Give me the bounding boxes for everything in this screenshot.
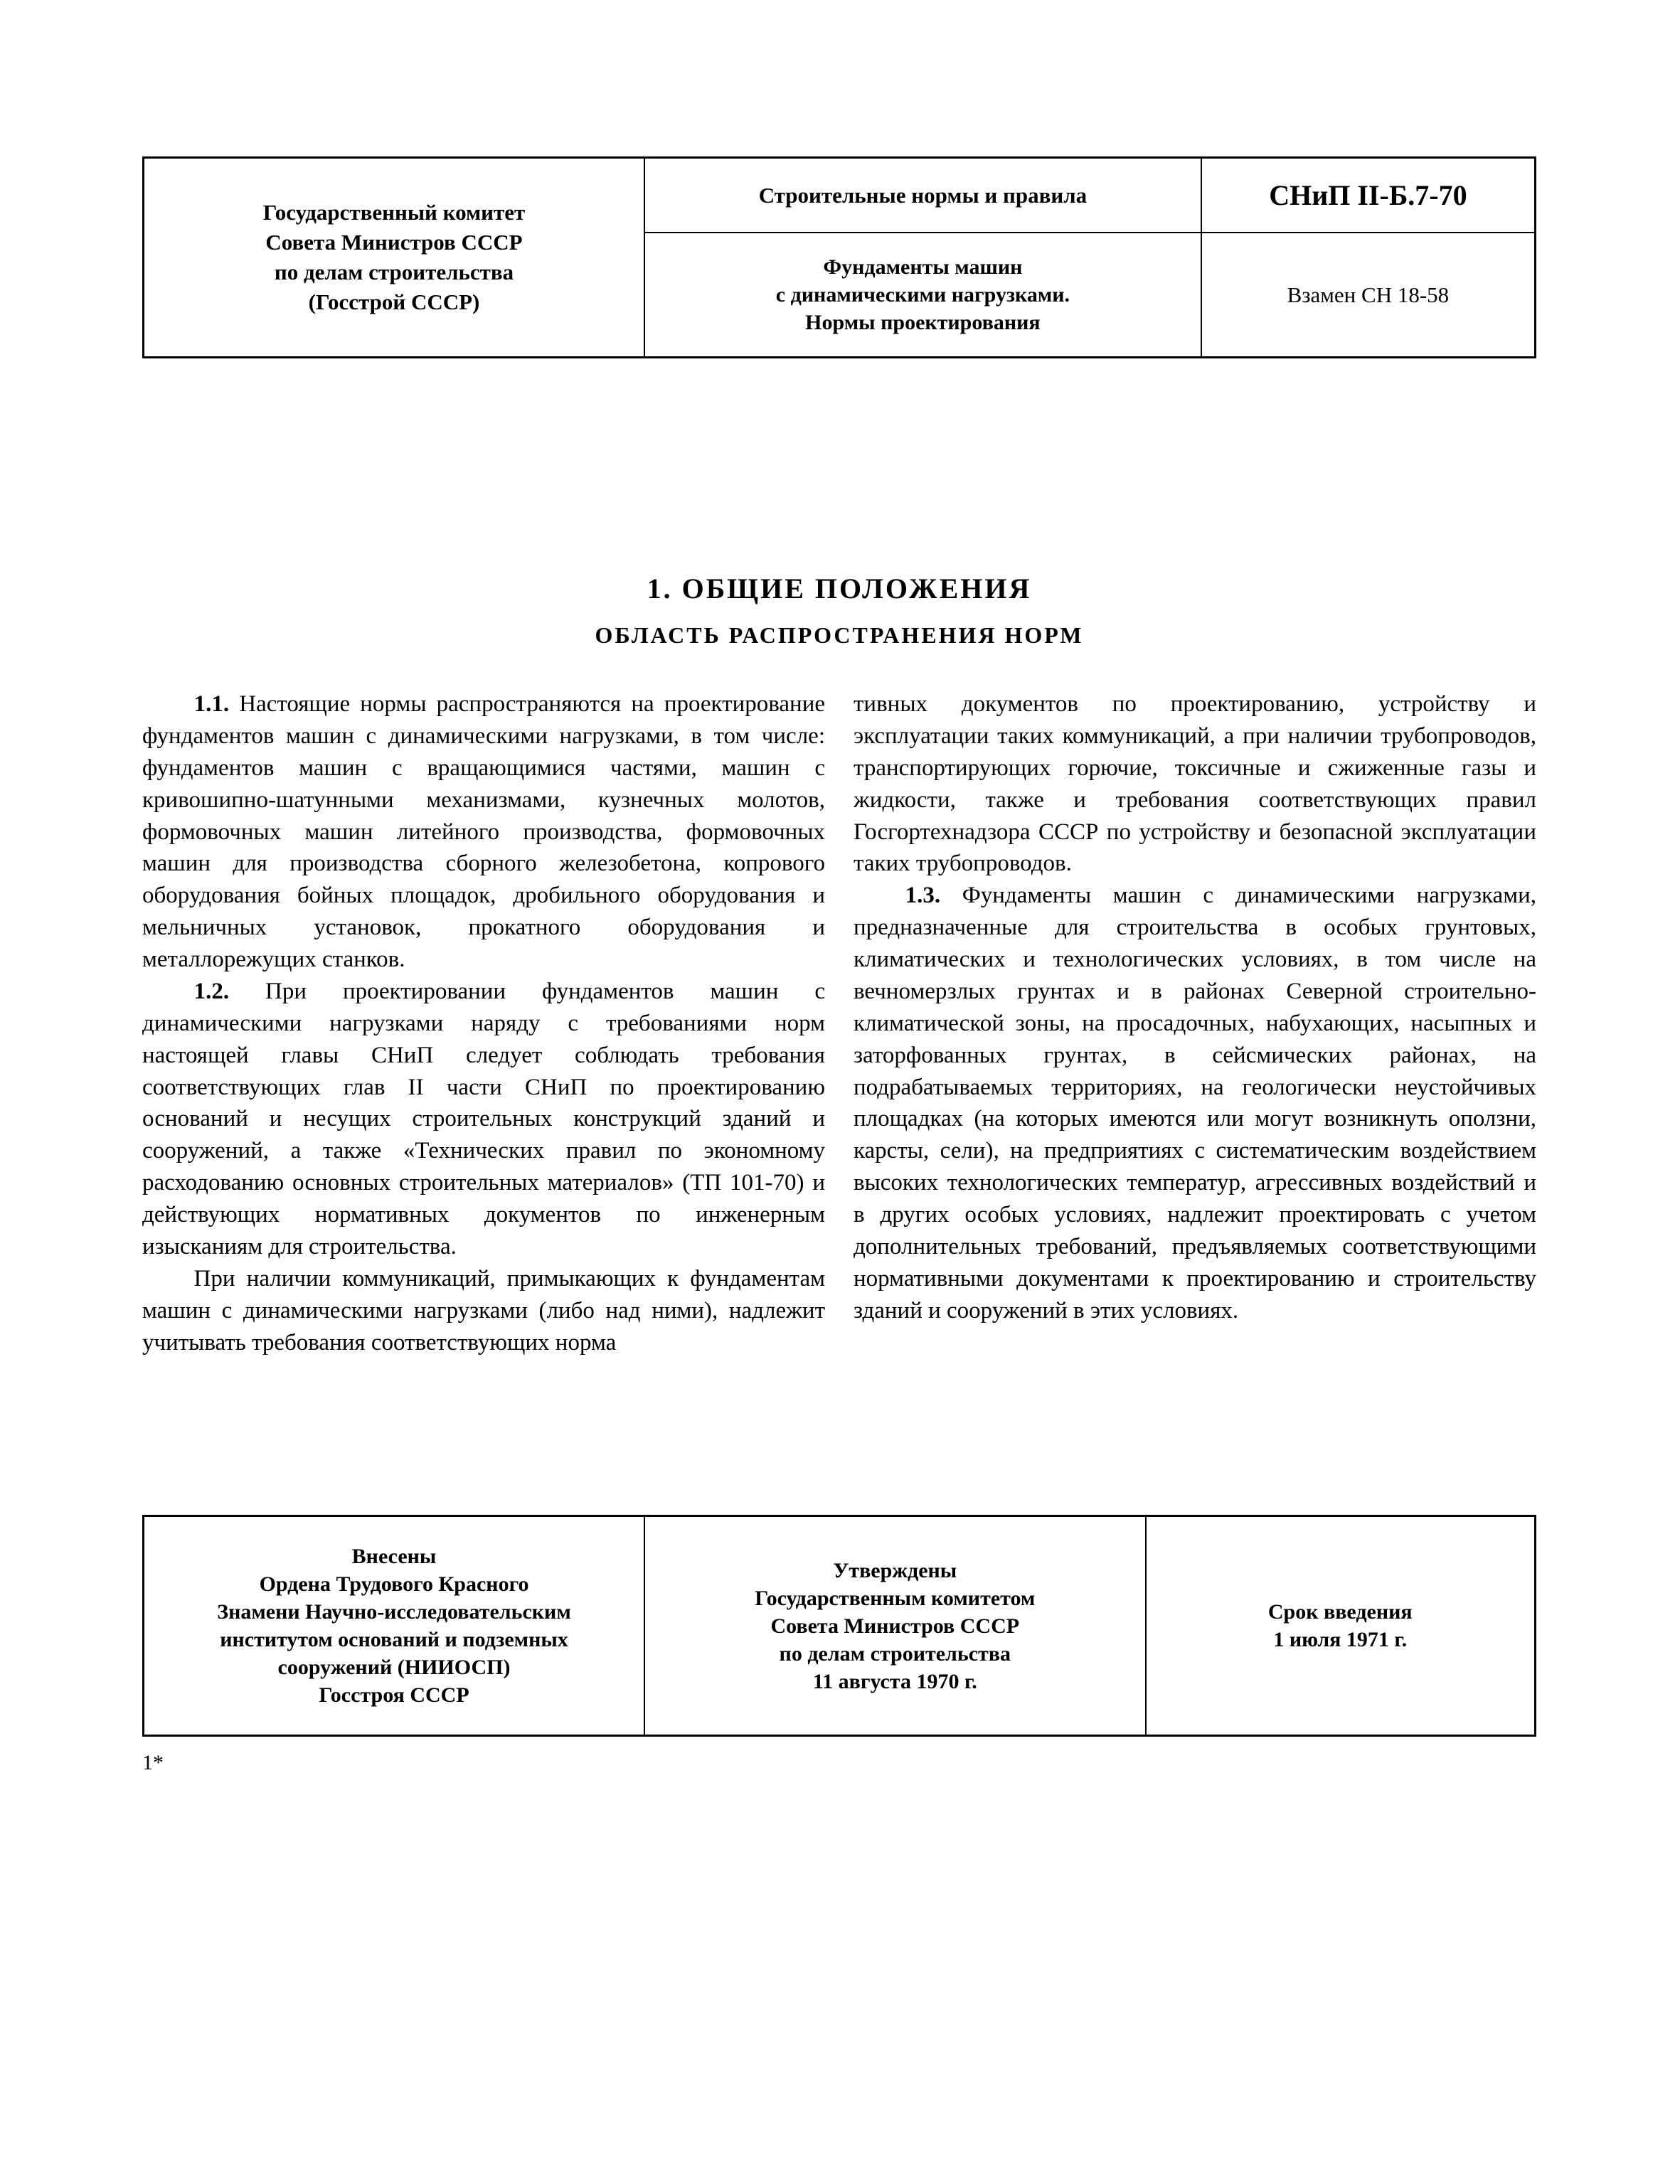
para-1-3: 1.3. Фундаменты машин с динамическими на… — [854, 880, 1536, 1326]
supersedes-cell: Взамен СН 18-58 — [1201, 233, 1536, 358]
introduced-by-cell: ВнесеныОрдена Трудового КрасногоЗнамени … — [144, 1516, 645, 1736]
body-text: 1.1. Настоящие нормы распространяются на… — [142, 688, 1536, 1358]
code-cell: СНиП II-Б.7-70 — [1201, 158, 1536, 233]
para-text: тивных документов по проектированию, уст… — [854, 691, 1536, 876]
para-num: 1.2. — [194, 979, 230, 1004]
para-num: 1.3. — [905, 883, 941, 908]
para-text: При наличии коммуникаций, примыкающих к … — [142, 1266, 825, 1355]
para-text: Настоящие нормы распространяются на прое… — [142, 691, 825, 972]
para-comm-a: При наличии коммуникаций, примыкающих к … — [142, 1263, 825, 1359]
footer-table: ВнесеныОрдена Трудового КрасногоЗнамени … — [142, 1515, 1536, 1737]
para-text: Фундаменты машин с динамическими нагрузк… — [854, 883, 1536, 1323]
issuer-cell: Государственный комитетСовета Министров … — [144, 158, 645, 358]
section-subtitle: ОБЛАСТЬ РАСПРОСТРАНЕНИЯ НОРМ — [142, 622, 1536, 649]
para-comm-b: тивных документов по проектированию, уст… — [854, 688, 1536, 880]
approved-by-cell: УтвержденыГосударственным комитетомСовет… — [644, 1516, 1146, 1736]
para-text: При проектировании фундаментов машин с д… — [142, 979, 825, 1259]
para-1-1: 1.1. Настоящие нормы распространяются на… — [142, 688, 825, 976]
category-cell: Строительные нормы и правила — [644, 158, 1201, 233]
subject-cell: Фундаменты машинс динамическими нагрузка… — [644, 233, 1201, 358]
signature-mark: 1* — [142, 1751, 1536, 1775]
para-1-2: 1.2. При проектировании фундаментов маши… — [142, 976, 825, 1263]
document-page: Государственный комитетСовета Министров … — [142, 156, 1536, 1775]
effective-cell: Срок введения1 июля 1971 г. — [1146, 1516, 1536, 1736]
section-title: 1. ОБЩИЕ ПОЛОЖЕНИЯ — [142, 572, 1536, 605]
para-num: 1.1. — [194, 691, 230, 717]
header-table: Государственный комитетСовета Министров … — [142, 156, 1536, 358]
